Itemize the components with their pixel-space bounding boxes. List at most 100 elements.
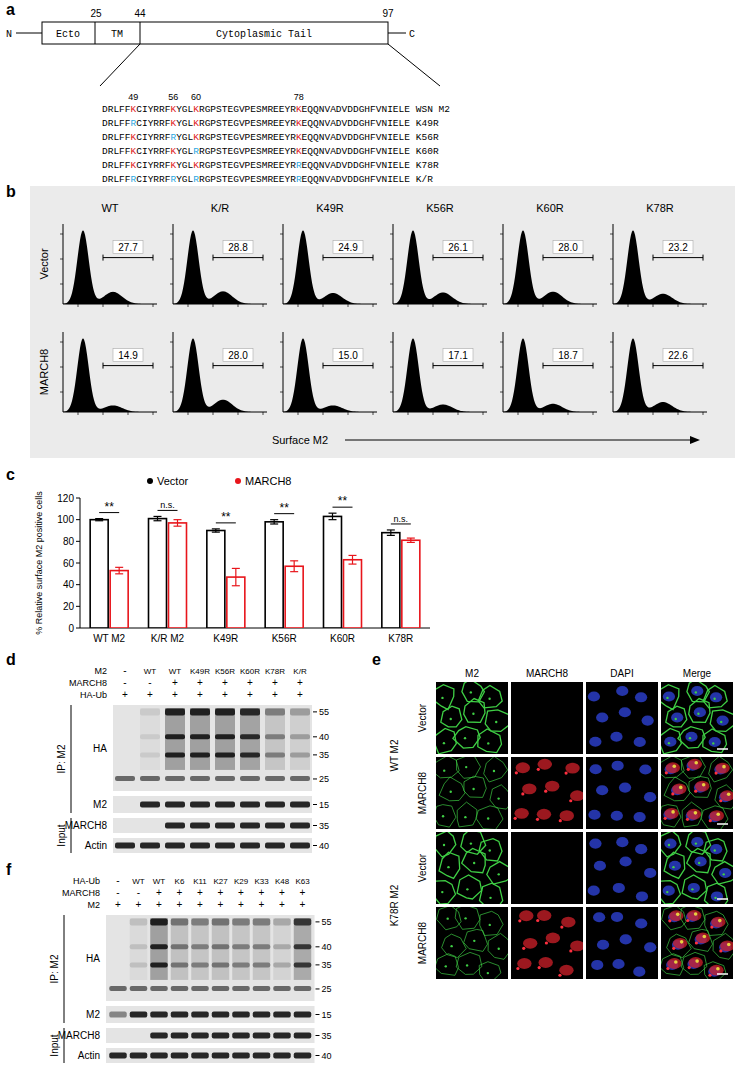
- sequence: DRLFFKCIYRRFKYGLRRGPSTEGVPESMREEYRKEQQNV…: [102, 146, 410, 157]
- nucleus: [642, 716, 654, 726]
- m2-punctum: [470, 691, 472, 693]
- lane-label: +: [222, 689, 228, 700]
- march8-signal: [715, 763, 729, 774]
- row-label: Vector: [417, 853, 428, 882]
- m2-punctum: [668, 742, 670, 744]
- domain-name: Cytoplasmic Tail: [216, 29, 312, 40]
- membrane-outline: [464, 699, 485, 723]
- march8-punctum: [538, 966, 541, 969]
- residue: E: [404, 174, 410, 185]
- band: [212, 918, 230, 925]
- membrane-outline: [661, 729, 681, 754]
- hist-axis: [173, 332, 174, 412]
- hist-axis: [613, 412, 707, 413]
- micrograph: [586, 682, 658, 754]
- gate-label-box: [553, 349, 583, 362]
- y-tick: [76, 563, 80, 564]
- marker-tick: [313, 736, 317, 737]
- band: [240, 823, 260, 829]
- hist-tick: [628, 304, 629, 307]
- lane-label: -: [116, 887, 119, 898]
- panel-label: b: [6, 183, 16, 200]
- hist-axis: [173, 412, 267, 413]
- gate: [323, 365, 373, 366]
- micrograph: [661, 757, 733, 829]
- residue: E: [404, 146, 410, 157]
- lysine-position: 56: [168, 92, 178, 102]
- band: [130, 1012, 148, 1018]
- nucleus: [594, 861, 606, 871]
- hist-axis: [393, 332, 394, 412]
- lane-label: K49R: [190, 667, 210, 676]
- membrane-outline: [479, 839, 502, 861]
- hist-tick: [610, 234, 613, 235]
- nucleus: [616, 837, 628, 847]
- group-bracket: [64, 1028, 65, 1063]
- hist-tick: [60, 259, 63, 260]
- hist-axis: [613, 332, 614, 412]
- m2-punctum: [723, 873, 725, 875]
- m2-punctum: [464, 816, 466, 818]
- band: [232, 944, 250, 949]
- march8-punctum: [536, 919, 539, 922]
- nucleus: [719, 868, 731, 878]
- group-label: WT M2: [389, 739, 400, 771]
- hist-tick: [280, 367, 283, 368]
- m2-punctum: [447, 866, 449, 868]
- nucleus: [644, 792, 656, 802]
- colocalization: [718, 919, 722, 923]
- mw-marker: 25: [319, 774, 329, 784]
- panel-label: a: [6, 1, 15, 18]
- membrane-outline: [436, 757, 459, 778]
- hist-tick: [280, 284, 283, 285]
- band: [212, 962, 230, 967]
- mw-marker: 55: [319, 707, 329, 717]
- hist-axis: [283, 224, 284, 304]
- band: [191, 962, 209, 967]
- march8-signal: [570, 790, 583, 801]
- gate-end: [483, 255, 484, 261]
- image-background: [436, 682, 508, 754]
- sequence: DRLFFRCIYRRFRYGLRRGPSTEGVPESMREEYRREQQNV…: [102, 174, 410, 185]
- arrow-line: [345, 440, 692, 441]
- lane-label: +: [272, 677, 278, 688]
- group-bracket: [71, 818, 72, 853]
- membrane-outline: [436, 832, 456, 857]
- band: [150, 1033, 168, 1039]
- nucleus: [619, 707, 631, 717]
- hist-axis: [283, 412, 377, 413]
- x-tick-label: K56R: [272, 633, 297, 644]
- membrane-outline: [704, 839, 727, 861]
- nucleus: [634, 812, 646, 822]
- gate: [103, 257, 153, 258]
- march8-signal: [688, 957, 702, 968]
- band: [165, 734, 185, 739]
- column-header: K78R: [646, 202, 674, 214]
- hist-tick: [500, 392, 503, 393]
- ub-smear: [212, 918, 230, 980]
- hist-tick: [280, 259, 283, 260]
- nucleus: [596, 785, 608, 795]
- ub-smear: [273, 918, 291, 980]
- membrane-outline: [490, 785, 508, 809]
- march8-signal: [516, 762, 530, 773]
- march8-signal: [538, 759, 552, 770]
- hist-tick: [78, 304, 79, 307]
- hist-tick: [103, 304, 104, 307]
- band: [115, 752, 135, 757]
- terminus-line: [16, 33, 42, 34]
- band: [109, 962, 127, 967]
- error-cap: [349, 555, 357, 556]
- hist-tick: [593, 304, 594, 307]
- band: [115, 734, 135, 739]
- gate-label-box: [663, 241, 693, 254]
- gate: [543, 365, 593, 366]
- membrane-outline: [661, 954, 684, 976]
- column-header: M2: [465, 668, 479, 679]
- igg-band: [115, 776, 135, 781]
- row-label: MARCH8: [38, 349, 50, 395]
- column-header: MARCH8: [526, 668, 569, 679]
- micrograph: [511, 907, 583, 979]
- band: [265, 823, 285, 829]
- lane-label: K63: [295, 877, 310, 886]
